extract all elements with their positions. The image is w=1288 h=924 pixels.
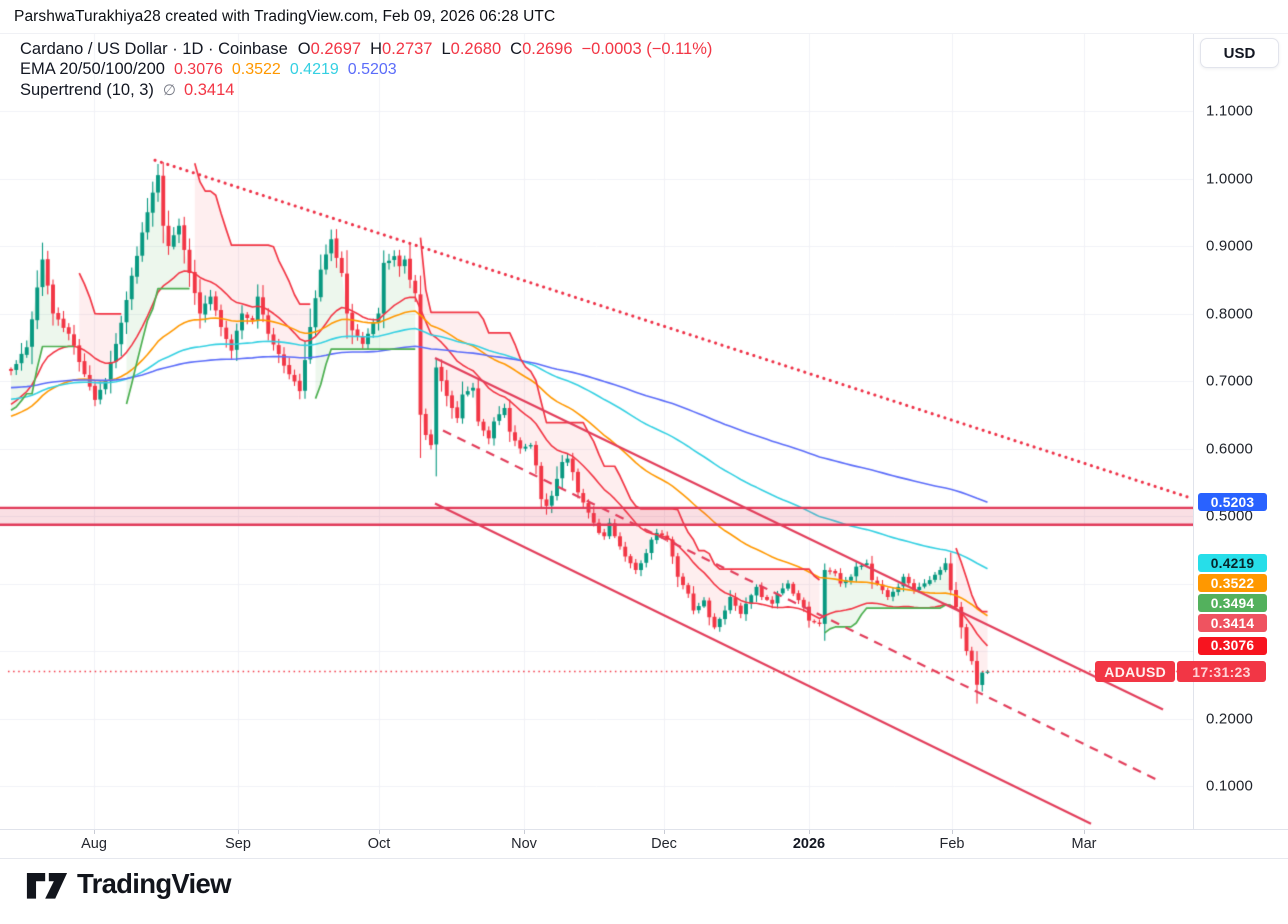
time-tick [664, 830, 665, 834]
price-axis[interactable]: USD 1.1000 1.0000 0.9000 0.8000 0.7000 0.6000… [1193, 34, 1288, 829]
ema-row: EMA 20/50/100/200 0.3076 0.3522 0.4219 0… [20, 60, 712, 81]
time-label-2026: 2026 [792, 836, 826, 852]
time-tick [379, 830, 380, 834]
change-value: −0.0003 (−0.11%) [581, 39, 713, 58]
chart-area: Cardano / US Dollar · 1D · Coinbase O0.2… [0, 33, 1288, 859]
price-badge-0.3076: 0.3076 [1198, 636, 1267, 655]
time-tick [94, 830, 95, 834]
time-label-Oct: Oct [367, 836, 391, 852]
time-label-Aug: Aug [81, 836, 107, 852]
tradingview-logo-icon[interactable] [26, 868, 68, 900]
ohlc-high: H0.2737 [370, 39, 433, 58]
ohlc-close: C0.2696 [510, 39, 573, 58]
ema20-value: 0.3076 [173, 60, 223, 78]
price-badge-0.3414: 0.3414 [1198, 614, 1267, 633]
price-badge-0.3494: 0.3494 [1198, 594, 1267, 613]
price-line-badge: ADAUSD 17:31:23 [1095, 661, 1266, 683]
ema200-value: 0.5203 [347, 60, 397, 78]
supertrend-label[interactable]: Supertrend (10, 3) [20, 80, 154, 99]
price-badge-0.5203: 0.5203 [1198, 493, 1267, 512]
time-tick [1084, 830, 1085, 834]
supertrend-value: 0.3414 [184, 80, 235, 99]
price-tick-label: 0.6000 [1206, 440, 1254, 457]
ohlc-low: L0.2680 [441, 39, 502, 58]
time-tick [524, 830, 525, 834]
supertrend-empty-icon: ∅ [162, 82, 176, 100]
ohlc-open: O0.2697 [297, 39, 362, 58]
ema100-value: 0.4219 [289, 60, 339, 78]
symbol-row: Cardano / US Dollar · 1D · Coinbase O0.2… [20, 39, 712, 60]
indicator-legend: Cardano / US Dollar · 1D · Coinbase O0.2… [20, 39, 712, 101]
attribution-text: ParshwaTurakhiya28 created with TradingV… [14, 8, 556, 25]
time-label-Mar: Mar [1071, 836, 1097, 852]
time-axis[interactable]: Aug Sep Oct Nov Dec 2026 Feb Mar [0, 829, 1288, 859]
price-badge-0.4219: 0.4219 [1198, 554, 1267, 573]
time-tick [238, 830, 239, 834]
price-tick-label: 1.1000 [1206, 102, 1254, 120]
currency-toggle-button[interactable]: USD [1200, 38, 1279, 68]
supertrend-row: Supertrend (10, 3) ∅ 0.3414 [20, 80, 712, 101]
ema50-value: 0.3522 [231, 60, 281, 78]
price-tick-label: 0.1000 [1206, 777, 1254, 795]
symbol-badge: ADAUSD [1095, 661, 1175, 683]
time-label-Dec: Dec [651, 836, 677, 852]
time-label-Feb: Feb [939, 836, 965, 852]
time-label-Nov: Nov [511, 836, 537, 852]
ema-label[interactable]: EMA 20/50/100/200 [20, 60, 165, 79]
time-tick [952, 830, 953, 834]
price-tick-label: 0.2000 [1206, 710, 1254, 727]
price-tick-label: 0.8000 [1206, 305, 1254, 322]
symbol-title[interactable]: Cardano / US Dollar · 1D · Coinbase [20, 39, 288, 58]
price-badge-0.3522: 0.3522 [1198, 574, 1267, 593]
price-chart-canvas[interactable] [0, 34, 1193, 829]
price-tick-label: 0.5000 [1206, 507, 1254, 525]
price-tick-label: 0.9000 [1206, 237, 1254, 255]
footer: TradingView [26, 868, 231, 900]
bar-countdown-badge: 17:31:23 [1177, 661, 1266, 683]
time-tick [809, 830, 810, 834]
tradingview-logo-text[interactable]: TradingView [77, 868, 231, 899]
price-tick-label: 0.7000 [1206, 372, 1254, 390]
time-label-Sep: Sep [225, 836, 251, 852]
price-tick-label: 1.0000 [1206, 170, 1254, 187]
